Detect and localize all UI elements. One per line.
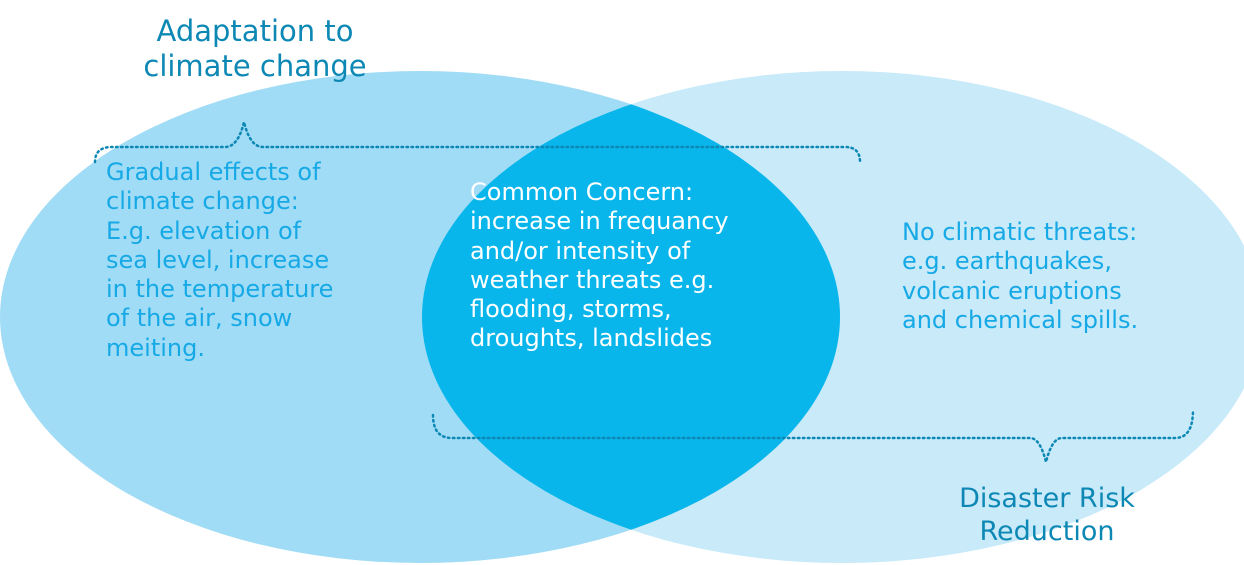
intersection-description-line: weather threats e.g. — [470, 265, 715, 294]
left-set-title-line: climate change — [143, 49, 367, 84]
left-description-line: E.g. elevation of — [106, 216, 302, 245]
right-description-line: volcanic eruptions — [902, 276, 1122, 305]
intersection-description-line: increase in frequancy — [470, 207, 729, 236]
left-set-title-line: Adaptation to — [156, 14, 354, 48]
left-description-line: meiting. — [106, 333, 205, 362]
left-set-description: Gradual effects of climate change: E.g. … — [106, 158, 333, 363]
right-set-title-line: Reduction — [979, 515, 1115, 547]
right-set-title-line: Disaster Risk — [959, 483, 1135, 514]
left-set-title: Adaptation to climate change — [95, 14, 415, 85]
right-description-line: No climatic threats: — [902, 218, 1138, 246]
right-set-title: Disaster Risk Reduction — [887, 483, 1207, 549]
right-description-line: and chemical spills. — [902, 305, 1139, 334]
left-description-line: Gradual effects of — [106, 158, 321, 186]
left-description-line: of the air, snow — [106, 304, 293, 333]
left-description-line: sea level, increase — [106, 245, 330, 274]
intersection-description: Common Concern: increase in frequancy an… — [470, 178, 729, 354]
intersection-description-line: droughts, landslides — [470, 324, 713, 353]
intersection-description-line: and/or intensity of — [470, 236, 691, 265]
right-set-brace — [431, 408, 1195, 463]
intersection-description-line: flooding, storms, — [470, 295, 672, 324]
left-description-line: in the temperature — [106, 275, 334, 304]
left-description-line: climate change: — [106, 187, 299, 216]
intersection-region — [422, 71, 840, 563]
right-description-line: e.g. earthquakes, — [902, 247, 1112, 276]
left-set-brace — [93, 121, 862, 164]
intersection-description-line: Common Concern: — [470, 178, 694, 206]
right-set-description: No climatic threats: e.g. earthquakes, v… — [902, 218, 1138, 335]
